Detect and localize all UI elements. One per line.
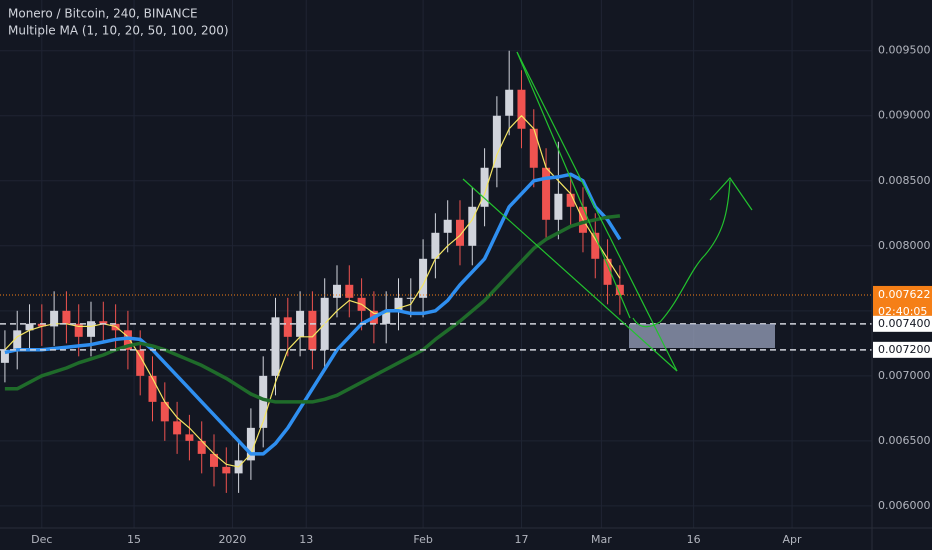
- candle-body: [603, 258, 612, 285]
- candle-body: [37, 323, 46, 327]
- x-tick-label: Dec: [31, 533, 52, 546]
- candle-body: [87, 321, 96, 337]
- candle-body: [591, 232, 600, 259]
- candle-body: [542, 167, 551, 220]
- candle-body: [283, 317, 292, 337]
- x-tick-label: Mar: [591, 533, 612, 546]
- y-tick-label: 0.007000: [878, 369, 931, 382]
- candle-body: [148, 375, 157, 402]
- candle-body: [492, 115, 501, 168]
- axes: 0.0060000.0065000.0070000.0075000.008000…: [31, 44, 932, 546]
- candle-body: [480, 167, 489, 207]
- candle-body: [554, 193, 563, 220]
- candle-body: [332, 284, 341, 298]
- candle-body: [246, 427, 255, 461]
- candle-body: [505, 89, 514, 116]
- candle-body: [25, 323, 34, 331]
- candle-body: [259, 375, 268, 428]
- candle-body: [566, 193, 575, 207]
- y-tick-label: 0.008000: [878, 239, 931, 252]
- x-tick-label: 2020: [218, 533, 246, 546]
- y-tick-label: 0.009000: [878, 109, 931, 122]
- x-tick-label: Feb: [413, 533, 432, 546]
- candle-body: [431, 232, 440, 259]
- countdown-label: 02:40:05: [878, 305, 927, 318]
- candle-body: [222, 466, 231, 474]
- candle-body: [345, 284, 354, 298]
- candle-body: [74, 323, 83, 337]
- trend-line: [462, 178, 678, 372]
- x-tick-label: 17: [514, 533, 528, 546]
- candle-body: [160, 401, 169, 422]
- x-tick-label: 13: [299, 533, 313, 546]
- target-zone: [629, 324, 775, 348]
- candle-body: [173, 421, 182, 435]
- candle-body: [468, 206, 477, 246]
- level-label: 0.007200: [878, 343, 931, 356]
- level-label-box: [873, 315, 932, 332]
- price-axis: [872, 0, 932, 550]
- candle-body: [99, 321, 108, 324]
- trend-line: [516, 51, 678, 372]
- candle-body: [382, 310, 391, 324]
- grid: [0, 0, 885, 528]
- y-tick-label: 0.006500: [878, 434, 931, 447]
- trend-line: [516, 51, 631, 319]
- level-label-box: [873, 341, 932, 358]
- y-tick-label: 0.006000: [878, 499, 931, 512]
- chart-title: Monero / Bitcoin, 240, BINANCE: [8, 7, 198, 21]
- candle-body: [123, 330, 132, 350]
- candle-body: [394, 297, 403, 311]
- y-tick-label: 0.008500: [878, 174, 931, 187]
- moving-average: [4, 172, 622, 456]
- candle-body: [50, 310, 59, 327]
- candle-body: [406, 297, 415, 299]
- moving-average: [4, 214, 621, 404]
- moving-average: [4, 115, 621, 468]
- trend-drawings: [462, 51, 753, 372]
- candle-body: [443, 219, 452, 233]
- plot: [0, 50, 872, 493]
- y-tick-label: 0.009500: [878, 44, 931, 57]
- candle-body: [210, 453, 219, 467]
- price-label: 0.007622: [878, 288, 931, 301]
- forecast-arrow: [632, 179, 731, 328]
- x-tick-label: Apr: [783, 533, 803, 546]
- arrow-head: [709, 177, 753, 211]
- candle-body: [529, 128, 538, 168]
- candle-body: [13, 330, 22, 350]
- candle-body: [455, 219, 464, 246]
- x-tick-label: 16: [687, 533, 701, 546]
- candle-body: [62, 310, 71, 324]
- indicator-label: Multiple MA (1, 10, 20, 50, 100, 200): [8, 24, 229, 38]
- candle-body: [185, 434, 194, 441]
- candle-body: [308, 310, 317, 350]
- candle-body: [0, 349, 9, 363]
- candle-body: [136, 349, 145, 376]
- candle-body: [197, 440, 206, 454]
- candle-body: [615, 284, 624, 295]
- candle-body: [517, 89, 526, 129]
- level-label: 0.007400: [878, 317, 931, 330]
- x-tick-label: 15: [127, 533, 141, 546]
- candle-body: [271, 317, 280, 376]
- candle-body: [419, 258, 428, 298]
